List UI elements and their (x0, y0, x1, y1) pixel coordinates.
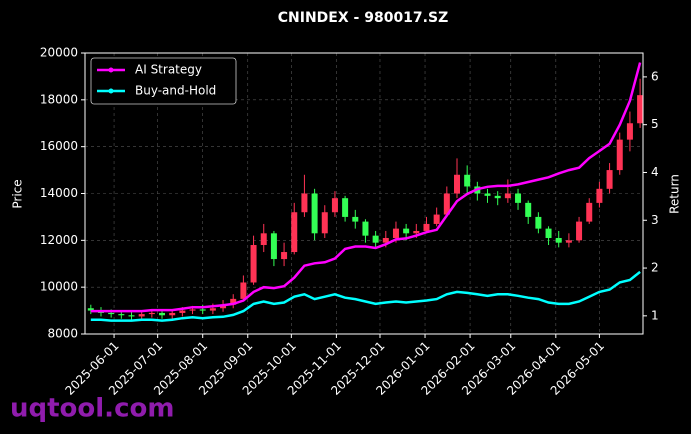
y2-tick-label: 1 (651, 308, 659, 322)
candle-body (545, 228, 552, 238)
y2-tick-label: 6 (651, 69, 659, 83)
legend-label: AI Strategy (135, 63, 202, 77)
candle-body (270, 233, 277, 260)
watermark: uqtool.com (10, 394, 174, 424)
chart-title: CNINDEX - 980017.SZ (278, 10, 448, 26)
y2-tick-label: 2 (651, 261, 659, 275)
return-line (90, 62, 642, 313)
candle-body (87, 308, 94, 311)
candle-body (179, 310, 186, 313)
candle-body (555, 237, 562, 243)
y2-tick-label: 4 (651, 165, 659, 179)
candle-body (596, 188, 603, 203)
candle-body (606, 170, 613, 189)
candle-body (362, 221, 369, 236)
candle-body (148, 312, 155, 315)
candle-body (586, 202, 593, 222)
candle-body (159, 312, 166, 316)
candle-body (352, 216, 359, 222)
y-tick-label: 8000 (47, 327, 78, 341)
candle-body (413, 230, 420, 234)
legend-marker (108, 67, 114, 73)
candle-body (331, 198, 338, 213)
candle-body (443, 193, 450, 215)
candle-body (240, 282, 247, 299)
candle-body (504, 193, 511, 199)
candle-body (108, 312, 115, 315)
candle-body (230, 298, 237, 305)
candle-body (626, 123, 633, 140)
y-tick-label: 14000 (40, 186, 78, 200)
y-tick-label: 16000 (40, 139, 78, 153)
candle-body (484, 193, 491, 196)
candle-body (138, 314, 145, 317)
candle-body (515, 193, 522, 203)
candle-body (281, 252, 288, 260)
candle-body (525, 202, 532, 217)
candle-body (392, 228, 399, 238)
candle-body (637, 95, 644, 124)
y2-axis-label: Return (668, 174, 682, 214)
candle-body (616, 139, 623, 171)
candle-body (382, 237, 389, 243)
candle-body (403, 228, 410, 234)
candle-body (199, 309, 206, 311)
y-axis-label: Price (11, 179, 25, 208)
candle-body (291, 212, 298, 253)
candle-body (209, 308, 216, 311)
candle-body (464, 174, 471, 187)
candle-body (250, 245, 257, 283)
candle-body (535, 216, 542, 229)
y-tick-label: 10000 (40, 280, 78, 294)
candle-body (565, 240, 572, 243)
legend-box (90, 57, 237, 105)
y2-tick-label: 3 (651, 213, 659, 227)
plot-frame (84, 52, 644, 335)
y2-tick-label: 5 (651, 117, 659, 131)
legend-marker (108, 88, 114, 94)
candle-body (494, 195, 501, 199)
y-tick-label: 12000 (40, 233, 78, 247)
candle-body (301, 193, 308, 213)
candle-body (372, 235, 379, 243)
candle-body (118, 314, 125, 316)
candle-body (321, 212, 328, 234)
candle-body (169, 312, 176, 316)
candle-body (311, 193, 318, 234)
candle-body (189, 309, 196, 311)
candle-body (128, 315, 135, 317)
candle-body (576, 221, 583, 241)
candle-body (260, 233, 267, 246)
return-line (90, 270, 641, 322)
legend-label: Buy-and-Hold (135, 84, 216, 98)
candle-body (454, 174, 460, 194)
y-tick-label: 18000 (40, 92, 78, 106)
candle-body (342, 198, 349, 217)
y-tick-label: 20000 (40, 46, 78, 60)
candle-body (433, 214, 440, 224)
candle-body (423, 223, 430, 231)
